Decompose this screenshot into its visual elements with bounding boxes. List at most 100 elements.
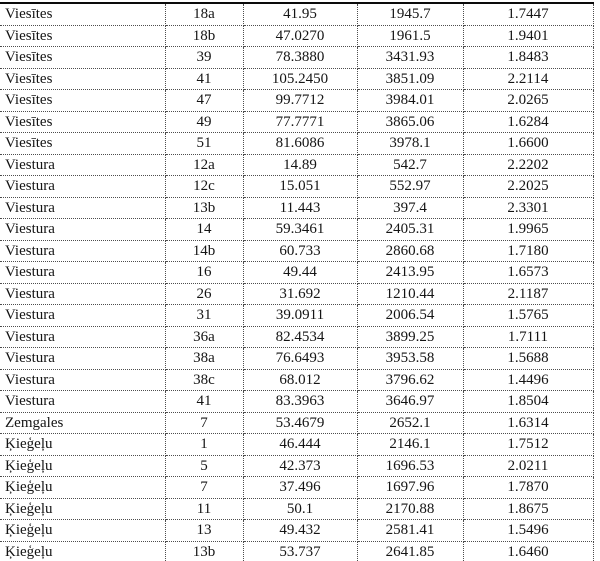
cell-value-1: 50.1: [242, 497, 358, 520]
cell-value-3: 2.0211: [462, 454, 594, 477]
cell-value-1: 53.4679: [242, 411, 358, 434]
cell-value-3: 1.4496: [462, 368, 594, 391]
cell-value-3: 1.9401: [462, 24, 594, 47]
cell-name: Viesītes: [0, 46, 166, 69]
table-row: Viestura 14b 60.733 2860.68 1.7180: [0, 239, 594, 262]
table-row: Ķieģeļu 13 49.432 2581.41 1.5496: [0, 519, 594, 542]
cell-number: 7: [164, 476, 244, 499]
cell-value-3: 1.5765: [462, 304, 594, 327]
cell-value-1: 81.6086: [242, 132, 358, 155]
table-row: Viestura 16 49.44 2413.95 1.6573: [0, 261, 594, 284]
cell-number: 7: [164, 411, 244, 434]
cell-name: Viestura: [0, 218, 166, 241]
cell-number: 12c: [164, 175, 244, 198]
table-row: Viesītes 47 99.7712 3984.01 2.0265: [0, 89, 594, 112]
table-row: Ķieģeļu 5 42.373 1696.53 2.0211: [0, 454, 594, 477]
cell-value-2: 3431.93: [356, 46, 464, 69]
cell-name: Viestura: [0, 347, 166, 370]
table-row: Viestura 41 83.3963 3646.97 1.8504: [0, 390, 594, 413]
table-row: Viestura 12c 15.051 552.97 2.2025: [0, 175, 594, 198]
cell-value-2: 2652.1: [356, 411, 464, 434]
table-row: Viestura 36a 82.4534 3899.25 1.7111: [0, 325, 594, 348]
table-row: Viesītes 51 81.6086 3978.1 1.6600: [0, 132, 594, 155]
cell-value-1: 83.3963: [242, 390, 358, 413]
cell-number: 41: [164, 390, 244, 413]
table-row: Viesītes 39 78.3880 3431.93 1.8483: [0, 46, 594, 69]
cell-number: 26: [164, 282, 244, 305]
cell-name: Viestura: [0, 261, 166, 284]
cell-value-2: 3646.97: [356, 390, 464, 413]
cell-value-1: 77.7771: [242, 110, 358, 133]
cell-name: Viestura: [0, 325, 166, 348]
table-row: Viesītes 18b 47.0270 1961.5 1.9401: [0, 24, 594, 47]
cell-value-2: 3899.25: [356, 325, 464, 348]
cell-value-3: 1.7512: [462, 433, 594, 456]
cell-value-2: 3796.62: [356, 368, 464, 391]
cell-number: 1: [164, 433, 244, 456]
cell-value-2: 1945.7: [356, 2, 464, 26]
cell-value-2: 2006.54: [356, 304, 464, 327]
cell-value-1: 68.012: [242, 368, 358, 391]
cell-number: 51: [164, 132, 244, 155]
cell-value-1: 47.0270: [242, 24, 358, 47]
cell-value-2: 1961.5: [356, 24, 464, 47]
table-row: Ķieģeļu 7 37.496 1697.96 1.7870: [0, 476, 594, 499]
cell-value-2: 2860.68: [356, 239, 464, 262]
cell-number: 47: [164, 89, 244, 112]
cell-name: Viestura: [0, 368, 166, 391]
cell-value-2: 1697.96: [356, 476, 464, 499]
cell-number: 36a: [164, 325, 244, 348]
cell-value-2: 1210.44: [356, 282, 464, 305]
cell-name: Viesītes: [0, 24, 166, 47]
cell-value-3: 2.2025: [462, 175, 594, 198]
cell-value-2: 3984.01: [356, 89, 464, 112]
cell-value-3: 2.2114: [462, 67, 594, 90]
table-row: Viestura 12a 14.89 542.7 2.2202: [0, 153, 594, 176]
cell-name: Viesītes: [0, 67, 166, 90]
cell-value-1: 105.2450: [242, 67, 358, 90]
cell-value-2: 542.7: [356, 153, 464, 176]
cell-value-3: 1.6600: [462, 132, 594, 155]
cell-number: 16: [164, 261, 244, 284]
cell-name: Viestura: [0, 196, 166, 219]
cell-value-2: 2413.95: [356, 261, 464, 284]
cell-value-1: 15.051: [242, 175, 358, 198]
cell-name: Viestura: [0, 282, 166, 305]
cell-number: 11: [164, 497, 244, 520]
cell-value-3: 1.7111: [462, 325, 594, 348]
cell-name: Viestura: [0, 175, 166, 198]
cell-name: Viestura: [0, 239, 166, 262]
cell-value-1: 46.444: [242, 433, 358, 456]
cell-number: 13: [164, 519, 244, 542]
cell-number: 31: [164, 304, 244, 327]
cell-value-1: 37.496: [242, 476, 358, 499]
cell-value-2: 3865.06: [356, 110, 464, 133]
table-row: Ķieģeļu 1 46.444 2146.1 1.7512: [0, 433, 594, 456]
cell-value-1: 99.7712: [242, 89, 358, 112]
table-row: Viestura 13b 11.443 397.4 2.3301: [0, 196, 594, 219]
cell-name: Viesītes: [0, 110, 166, 133]
cell-value-1: 14.89: [242, 153, 358, 176]
cell-value-3: 2.2202: [462, 153, 594, 176]
cell-value-3: 1.6460: [462, 540, 594, 561]
cell-value-1: 31.692: [242, 282, 358, 305]
cell-value-2: 2581.41: [356, 519, 464, 542]
cell-name: Viestura: [0, 153, 166, 176]
table-row: Viesītes 41 105.2450 3851.09 2.2114: [0, 67, 594, 90]
table-row: Viestura 38a 76.6493 3953.58 1.5688: [0, 347, 594, 370]
cell-value-2: 2641.85: [356, 540, 464, 561]
cell-number: 38a: [164, 347, 244, 370]
cell-name: Viesītes: [0, 89, 166, 112]
cell-value-2: 397.4: [356, 196, 464, 219]
table-row: Viestura 38c 68.012 3796.62 1.4496: [0, 368, 594, 391]
cell-number: 14b: [164, 239, 244, 262]
cell-value-3: 1.7447: [462, 2, 594, 26]
cell-name: Viestura: [0, 390, 166, 413]
cell-name: Viesītes: [0, 2, 166, 26]
table-row: Ķieģeļu 11 50.1 2170.88 1.8675: [0, 497, 594, 520]
table-row: Viesītes 18a 41.95 1945.7 1.7447: [0, 2, 594, 26]
cell-value-1: 53.737: [242, 540, 358, 561]
